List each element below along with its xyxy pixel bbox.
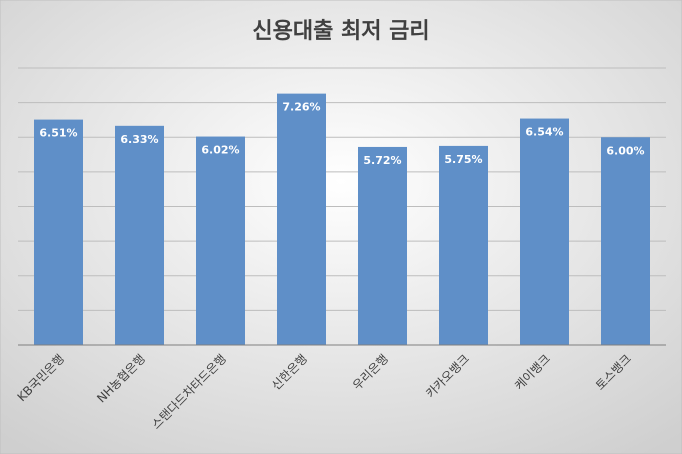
bar <box>439 145 488 345</box>
chart-title: 신용대출 최저 금리 <box>252 19 429 44</box>
bar <box>277 93 326 345</box>
data-label: 6.51% <box>39 127 77 140</box>
data-label: 5.72% <box>363 154 401 167</box>
data-label: 5.75% <box>444 153 482 166</box>
bar <box>520 118 569 346</box>
data-label: 7.26% <box>282 101 320 114</box>
data-label: 6.00% <box>606 144 644 157</box>
bar <box>196 136 245 345</box>
data-label: 6.02% <box>201 144 239 157</box>
bar <box>34 119 83 345</box>
data-label: 6.54% <box>525 126 563 139</box>
bar <box>115 125 164 345</box>
data-label: 6.33% <box>120 133 158 146</box>
bar <box>358 146 407 345</box>
bar <box>601 137 650 345</box>
